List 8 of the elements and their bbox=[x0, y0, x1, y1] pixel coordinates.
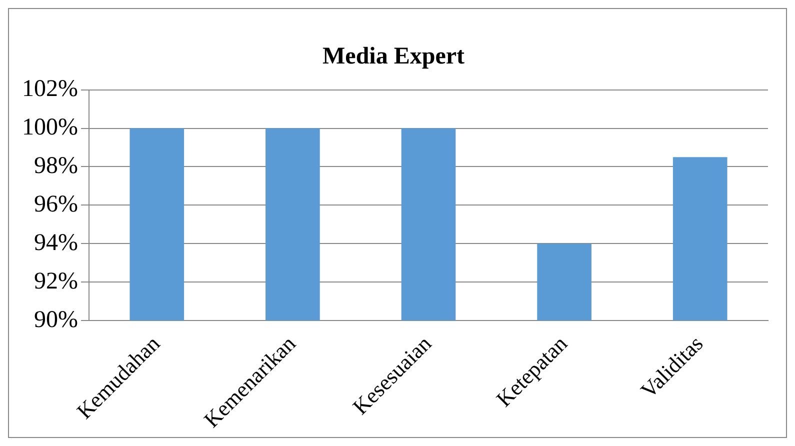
y-tick-label: 96% bbox=[34, 191, 78, 218]
y-tick-label: 98% bbox=[34, 153, 78, 180]
y-tick-label: 92% bbox=[34, 268, 78, 294]
y-tick-label: 100% bbox=[22, 114, 78, 141]
y-tick-label: 102% bbox=[22, 76, 78, 102]
y-tick-label: 90% bbox=[34, 306, 78, 333]
y-tick-label: 94% bbox=[34, 230, 78, 256]
chart-title: Media Expert bbox=[322, 44, 464, 70]
